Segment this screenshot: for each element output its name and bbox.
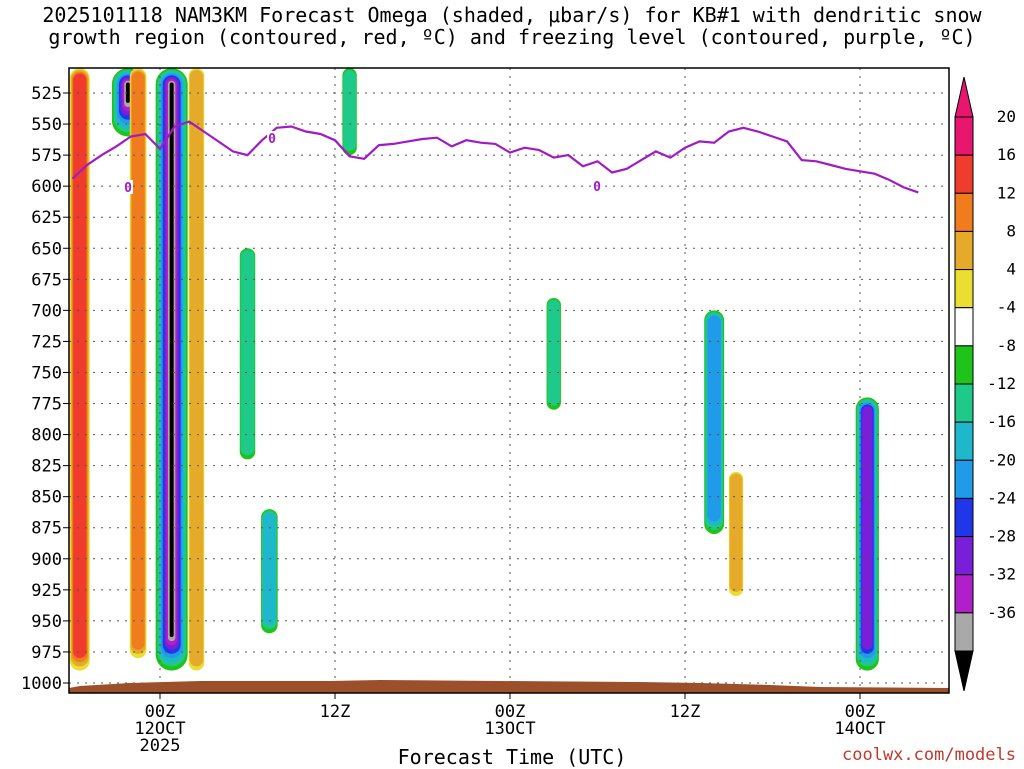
y-tick-label: 725 [31, 332, 62, 352]
omega-cell-6-level-2 [262, 512, 276, 625]
x-tick-label: 00Z [845, 702, 876, 722]
credit-text[interactable]: coolwx.com/models [842, 745, 1016, 765]
colorbar-swatch [954, 536, 974, 576]
y-tick-label: 650 [31, 239, 62, 259]
colorbar-swatch [954, 421, 974, 461]
omega-cell-2-level-2 [131, 71, 145, 650]
x-tick-label: 2025 [140, 736, 181, 756]
colorbar-swatch [954, 612, 974, 652]
y-tick-label: 575 [31, 146, 62, 166]
freezing-level-label: 0 [124, 181, 132, 196]
y-tick-label: 975 [31, 643, 62, 663]
omega-cell-11-level-5 [862, 406, 873, 650]
colorbar-swatch [954, 154, 974, 194]
colorbar-swatch [954, 459, 974, 499]
colorbar-swatch [954, 345, 974, 385]
colorbar-label: 8 [1006, 221, 1016, 240]
y-tick-label: 925 [31, 581, 62, 601]
colorbar: 20 16 12 8 4 -4 -8 -12 -16 -20 -24 -28 -32 -36 [954, 76, 1016, 692]
omega-cell-9-level-3 [707, 315, 721, 522]
plot-area [69, 68, 879, 671]
colorbar-swatch [954, 383, 974, 423]
y-tick-label: 750 [31, 363, 62, 383]
y-tick-label: 1000 [21, 674, 62, 694]
colorbar-label: -36 [987, 603, 1016, 622]
colorbar-label: -20 [987, 450, 1016, 469]
y-axis: 525 550 575 600 625 650 675 700 725 750 775 800 825 8… [21, 84, 69, 694]
colorbar-swatch [954, 574, 974, 614]
omega-cell-4-level-1 [189, 69, 204, 667]
freezing-level-label: 0 [593, 180, 601, 195]
freezing-label-bg-0 [267, 131, 277, 145]
colorbar-label: 16 [997, 145, 1016, 164]
colorbar-label: -32 [987, 565, 1016, 584]
omega-cell-1-level-8 [125, 82, 130, 103]
freezing-level-label: 0 [268, 132, 276, 147]
colorbar-label: -16 [987, 412, 1016, 431]
y-tick-label: 625 [31, 208, 62, 228]
colorbar-swatch [954, 307, 974, 347]
y-tick-label: 700 [31, 301, 62, 321]
y-tick-label: 825 [31, 457, 62, 477]
omega-cell-10-level-1 [729, 473, 743, 592]
plot-frame [68, 67, 950, 694]
y-tick-label: 600 [31, 177, 62, 197]
omega-cell-8-level-1 [547, 299, 561, 406]
colorbar-label: 4 [1006, 260, 1016, 279]
colorbar-swatch [954, 116, 974, 156]
y-tick-label: 850 [31, 488, 62, 508]
y-tick-label: 775 [31, 395, 62, 415]
x-tick-label: 14OCT [834, 719, 885, 739]
x-tick-label: 00Z [495, 702, 526, 722]
freezing-level-line [71, 120, 919, 194]
y-tick-label: 875 [31, 519, 62, 539]
x-axis-label: Forecast Time (UTC) [397, 745, 627, 769]
y-tick-label: 550 [31, 115, 62, 135]
x-tick-label: 00Z [145, 702, 176, 722]
title-line-2: growth region (contoured, red, ºC) and f… [48, 25, 976, 49]
y-tick-label: 800 [31, 426, 62, 446]
x-tick-label: 12OCT [134, 719, 185, 739]
colorbar-label: -28 [987, 527, 1016, 546]
colorbar-label: -12 [987, 374, 1016, 393]
colorbar-swatch [954, 269, 974, 309]
omega-cell-3-level-8 [169, 82, 174, 637]
freezing-label-bg-2 [123, 180, 133, 194]
colorbar-label: 12 [997, 183, 1016, 202]
x-tick-label: 12Z [670, 702, 701, 722]
colorbar-swatch [954, 230, 974, 271]
colorbar-swatch [954, 497, 974, 538]
x-tick-label: 12Z [320, 702, 351, 722]
colorbar-bottom-cap [954, 650, 974, 692]
freezing-label-bg-1 [592, 179, 602, 193]
colorbar-swatch [954, 192, 974, 232]
y-tick-label: 950 [31, 612, 62, 632]
omega-cell-5-level-1 [240, 250, 255, 456]
omega-cell-0-level-3 [73, 73, 87, 658]
terrain-fill [69, 680, 949, 693]
colorbar-top-cap [954, 76, 974, 118]
omega-cell-7-level-1 [343, 69, 356, 151]
terrain-ground [69, 680, 949, 693]
colorbar-label: 20 [997, 107, 1016, 126]
chart-title: 2025101118 NAM3KM Forecast Omega (shaded… [0, 4, 1024, 48]
title-line-1: 2025101118 NAM3KM Forecast Omega (shaded… [42, 3, 982, 27]
y-tick-label: 675 [31, 270, 62, 290]
colorbar-label: -8 [997, 336, 1016, 355]
x-tick-label: 13OCT [484, 719, 535, 739]
y-tick-label: 525 [31, 84, 62, 104]
colorbar-label: -4 [997, 298, 1016, 317]
freezing-level-contour: 0 0 0 [71, 120, 919, 196]
y-tick-label: 900 [31, 550, 62, 570]
colorbar-label: -24 [987, 488, 1016, 507]
